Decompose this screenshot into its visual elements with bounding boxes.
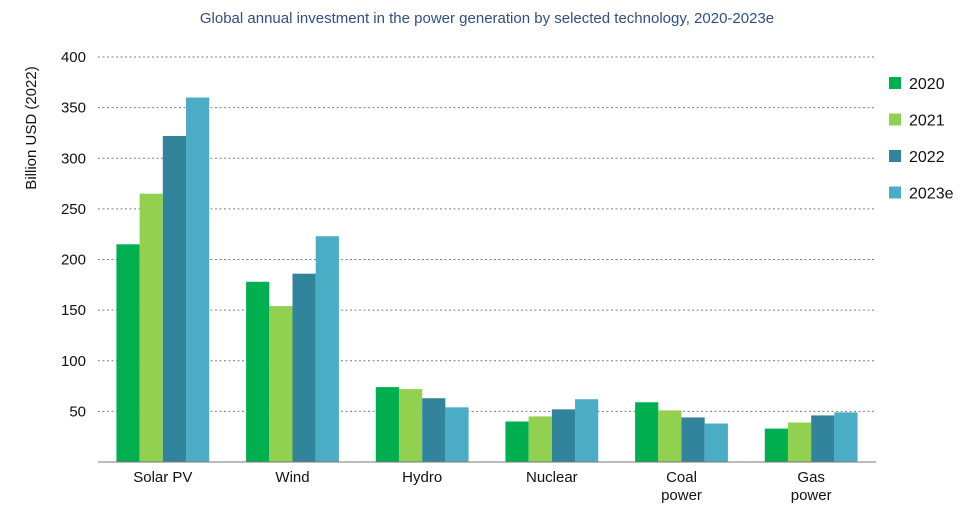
legend-swatch — [889, 113, 901, 126]
bar-nuclear-2023e — [575, 399, 599, 462]
x-tick-label-line: power — [791, 487, 832, 504]
bar-hydro-2020 — [375, 387, 399, 462]
x-tick-label-line: Hydro — [402, 469, 442, 486]
bar-wind-2023e — [315, 236, 339, 462]
legend-label: 2023e — [909, 186, 954, 203]
bar-coal-power-2023e — [704, 423, 728, 462]
x-tick-label: Hydro — [402, 469, 442, 486]
x-tick-label: Wind — [275, 469, 309, 486]
x-tick-label-line: Coal — [666, 469, 697, 486]
bar-wind-2022 — [292, 273, 316, 462]
bar-gas-power-2022 — [811, 415, 835, 462]
legend: 2020 2021 2022 2023e — [889, 76, 954, 203]
legend-item: 2023e — [889, 186, 954, 203]
x-tick-label-line: Wind — [275, 469, 309, 486]
x-tick-label-line: Solar PV — [133, 469, 192, 486]
bar-nuclear-2022 — [551, 409, 576, 462]
y-tick-label: 200 — [61, 252, 86, 269]
bar-gas-power-2023e — [834, 412, 858, 462]
bar-wind-2020 — [246, 281, 270, 462]
x-tick-label: Nuclear — [526, 469, 578, 486]
bar-coal-power-2021 — [658, 410, 682, 462]
x-tick-label: Solar PV — [133, 469, 192, 486]
legend-swatch — [889, 150, 901, 162]
bar-nuclear-2021 — [528, 416, 552, 462]
bar-gas-power-2020 — [764, 428, 788, 462]
bar-hydro-2021 — [398, 389, 423, 462]
x-tick-label-line: Nuclear — [526, 469, 578, 486]
y-tick-label: 50 — [69, 403, 86, 420]
bars — [116, 97, 858, 462]
bar-hydro-2023e — [445, 407, 469, 462]
legend-label: 2020 — [909, 76, 945, 93]
bar-solar-pv-2023e — [186, 97, 210, 462]
chart-title: Global annual investment in the power ge… — [200, 10, 774, 27]
y-tick-label: 150 — [61, 302, 86, 319]
bar-hydro-2022 — [422, 398, 446, 462]
bar-solar-pv-2020 — [116, 244, 140, 462]
bar-nuclear-2020 — [505, 421, 529, 462]
legend-item: 2022 — [889, 149, 945, 166]
bar-coal-power-2022 — [681, 417, 705, 462]
legend-label: 2022 — [909, 149, 945, 166]
legend-swatch — [889, 186, 901, 199]
x-tick-label: Gas power — [791, 469, 832, 504]
bar-coal-power-2020 — [635, 402, 659, 462]
bar-solar-pv-2021 — [139, 193, 163, 462]
legend-item: 2020 — [889, 76, 945, 93]
y-tick-label: 300 — [61, 150, 86, 167]
legend-label: 2021 — [909, 113, 945, 130]
y-tick-label: 250 — [61, 201, 86, 218]
x-tick-label: Coal power — [661, 469, 702, 504]
y-tick-label: 100 — [61, 353, 86, 370]
y-tick-label: 400 — [61, 49, 86, 66]
x-tick-label-line: power — [661, 487, 702, 504]
legend-swatch — [889, 77, 901, 89]
y-axis-label: Billion USD (2022) — [23, 66, 40, 189]
bar-gas-power-2021 — [787, 422, 812, 462]
y-tick-label: 350 — [61, 100, 86, 117]
bar-wind-2021 — [269, 306, 293, 462]
grid-lines — [98, 56, 876, 412]
y-axis-ticks: 50 100 150 200 250 300 350 400 — [61, 49, 86, 420]
legend-item: 2021 — [889, 113, 945, 130]
bar-solar-pv-2022 — [162, 135, 187, 462]
x-tick-label-line: Gas — [797, 469, 825, 486]
